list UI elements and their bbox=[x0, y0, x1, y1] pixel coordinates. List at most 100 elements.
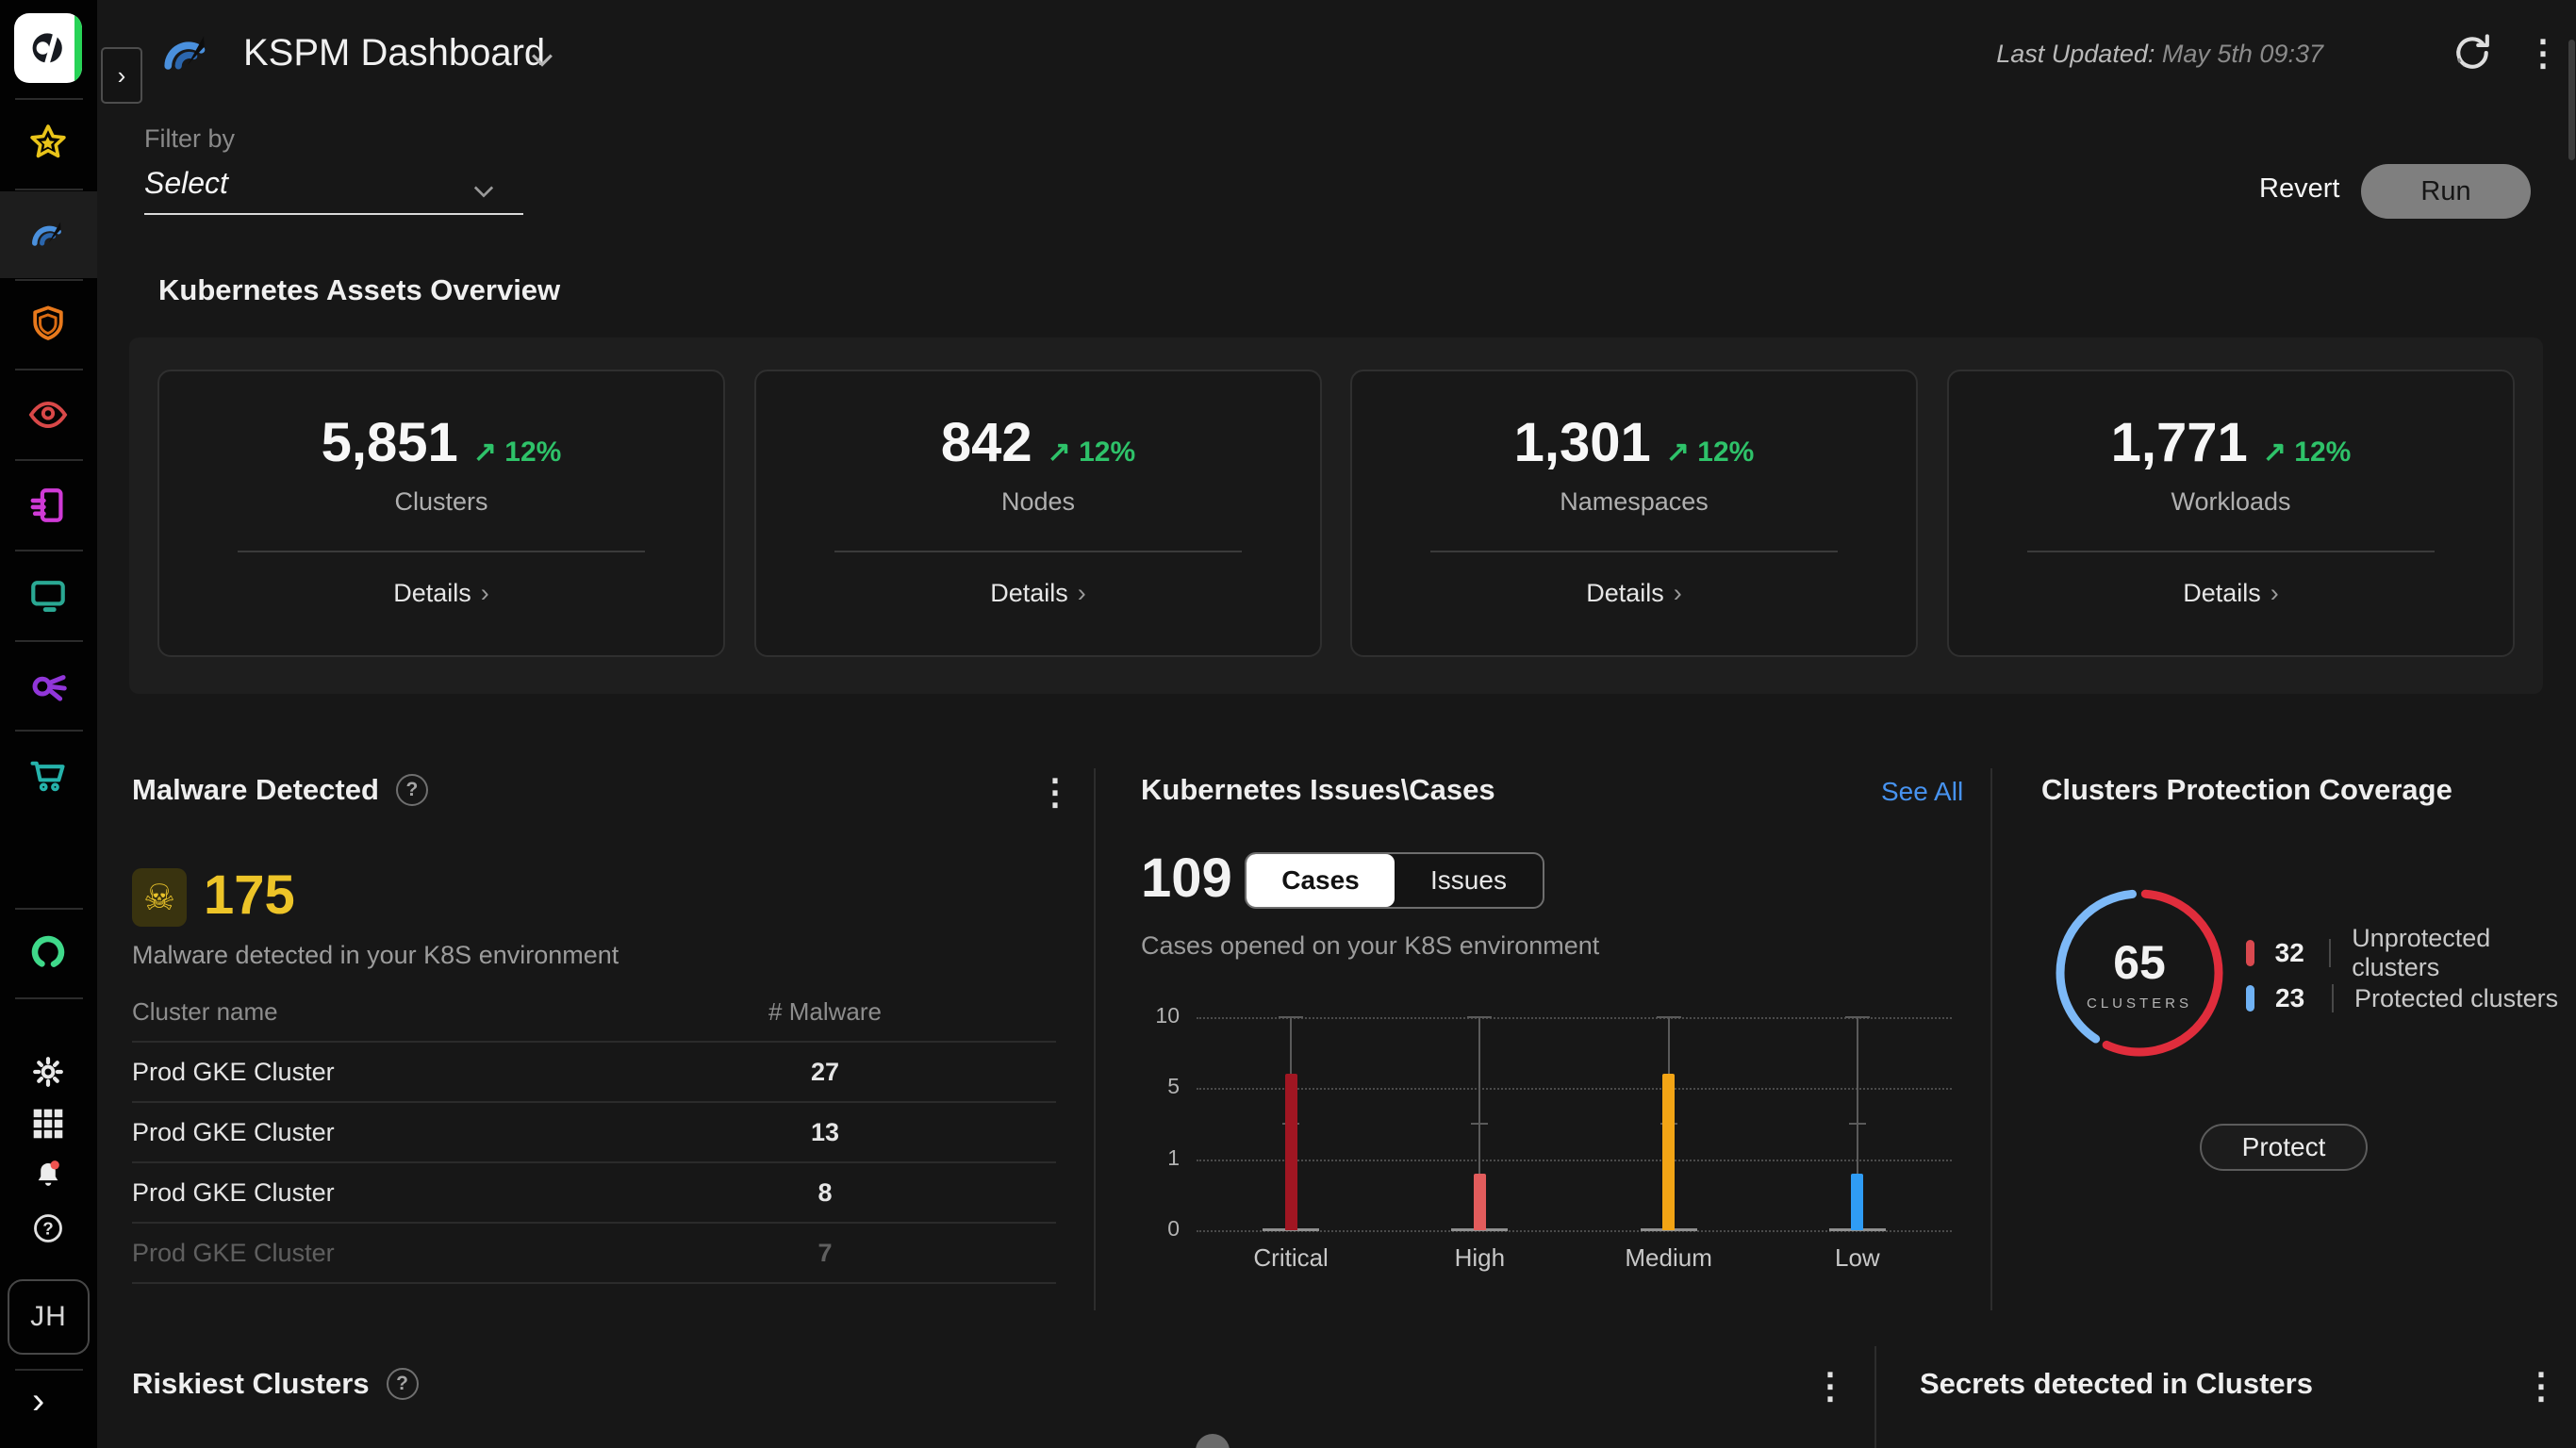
protect-button[interactable]: Protect bbox=[2200, 1124, 2368, 1171]
details-link[interactable]: Details › bbox=[2183, 579, 2279, 607]
malware-table: Cluster name # Malware Prod GKE Cluster 2… bbox=[132, 997, 1056, 1284]
malware-kebab-menu[interactable]: ⋮ bbox=[1037, 773, 1073, 813]
panel-divider bbox=[1874, 1346, 1876, 1448]
table-row[interactable]: Prod GKE Cluster 7 bbox=[132, 1224, 1056, 1282]
legend-value: 32 bbox=[2274, 938, 2304, 967]
column-cluster-name: Cluster name bbox=[132, 997, 278, 1026]
orca-ring-icon[interactable] bbox=[26, 930, 70, 974]
table-divider bbox=[132, 1282, 1056, 1284]
title-dropdown-chevron-icon[interactable] bbox=[530, 53, 554, 73]
asset-card-workloads[interactable]: 1,771 ↗ 12% Workloads Details › bbox=[1947, 370, 2515, 657]
chart-wcap bbox=[1656, 1016, 1681, 1018]
legend-marker-red bbox=[2246, 940, 2254, 966]
sidebar-divider bbox=[15, 997, 83, 999]
panel-expand-button[interactable]: › bbox=[101, 47, 142, 104]
tab-issues[interactable]: Issues bbox=[1395, 854, 1543, 907]
visibility-eye-icon[interactable] bbox=[26, 393, 70, 436]
apps-grid-icon[interactable] bbox=[31, 1107, 65, 1141]
details-link[interactable]: Details › bbox=[393, 579, 489, 607]
refresh-icon[interactable] bbox=[2448, 28, 2497, 82]
legend-label: Unprotected clusters bbox=[2352, 924, 2491, 981]
header-kebab-menu[interactable]: ⋮ bbox=[2525, 34, 2561, 74]
sidebar-divider bbox=[15, 98, 83, 100]
scrollbar-thumb[interactable] bbox=[2568, 40, 2575, 160]
skull-icon: ☠ bbox=[132, 868, 187, 927]
issues-panel-title: Kubernetes Issues\Cases bbox=[1141, 773, 1495, 806]
trend-up-icon: ↗ bbox=[1665, 436, 1690, 468]
table-row[interactable]: Prod GKE Cluster 13 bbox=[132, 1103, 1056, 1161]
table-divider bbox=[132, 1161, 1056, 1163]
asset-card-clusters[interactable]: 5,851 ↗ 12% Clusters Details › bbox=[157, 370, 725, 657]
last-updated-value: May 5th 09:37 bbox=[2161, 40, 2323, 68]
details-link[interactable]: Details › bbox=[990, 579, 1086, 607]
chart-wcap bbox=[1279, 1016, 1304, 1018]
orca-logo-icon bbox=[32, 29, 62, 67]
card-divider bbox=[2027, 551, 2435, 552]
chevron-right-icon: › bbox=[2270, 579, 2279, 607]
see-all-link[interactable]: See All bbox=[1881, 777, 1964, 806]
card-divider bbox=[834, 551, 1242, 552]
asset-value: 1,301 bbox=[1513, 412, 1651, 473]
help-icon[interactable]: ? bbox=[386, 1368, 419, 1400]
settings-gear-icon[interactable] bbox=[31, 1055, 65, 1089]
asset-label: Clusters bbox=[394, 487, 488, 516]
marketplace-cart-icon[interactable] bbox=[26, 753, 70, 797]
chart-wcap bbox=[1471, 1123, 1489, 1125]
panel-divider bbox=[1990, 768, 1992, 1310]
cluster-name: Prod GKE Cluster bbox=[132, 1177, 335, 1207]
table-divider bbox=[132, 1222, 1056, 1224]
run-button[interactable]: Run bbox=[2361, 164, 2531, 219]
malware-count-cell: 27 bbox=[810, 1057, 840, 1086]
revert-button[interactable]: Revert bbox=[2259, 173, 2340, 204]
filter-select-chevron-icon bbox=[472, 185, 495, 204]
tab-cases[interactable]: Cases bbox=[1247, 854, 1395, 907]
asset-delta: ↗ 12% bbox=[1047, 436, 1136, 468]
favorites-star-icon[interactable] bbox=[26, 122, 70, 165]
details-link[interactable]: Details › bbox=[1586, 579, 1682, 607]
asset-value: 5,851 bbox=[321, 412, 458, 473]
table-row[interactable]: Prod GKE Cluster 27 bbox=[132, 1043, 1056, 1101]
y-axis-tick: 10 bbox=[1155, 1003, 1180, 1028]
malware-description: Malware detected in your K8S environment bbox=[132, 941, 619, 969]
chevron-right-icon: › bbox=[1673, 579, 1682, 607]
logs-document-icon[interactable] bbox=[26, 484, 70, 527]
filter-by-label: Filter by bbox=[144, 124, 236, 153]
malware-panel-title: Malware Detected ? bbox=[132, 773, 428, 807]
kspm-dashboard-icon[interactable] bbox=[26, 212, 70, 255]
shield-security-icon[interactable] bbox=[26, 303, 70, 346]
trend-up-icon: ↗ bbox=[2262, 436, 2287, 468]
asset-value: 1,771 bbox=[2110, 412, 2248, 473]
chevron-right-icon: › bbox=[480, 579, 489, 607]
orca-logo[interactable] bbox=[14, 13, 82, 83]
cluster-name: Prod GKE Cluster bbox=[132, 1057, 335, 1086]
riskiest-kebab-menu[interactable]: ⋮ bbox=[1812, 1367, 1848, 1407]
filter-select-value: Select bbox=[144, 166, 228, 200]
secrets-kebab-menu[interactable]: ⋮ bbox=[2523, 1367, 2559, 1407]
cluster-name: Prod GKE Cluster bbox=[132, 1117, 335, 1146]
scroll-down-button[interactable] bbox=[1196, 1434, 1230, 1448]
notifications-bell-icon[interactable] bbox=[31, 1158, 65, 1192]
legend-value: 23 bbox=[2275, 983, 2305, 1012]
attack-path-crawler-icon[interactable] bbox=[26, 664, 70, 707]
user-avatar[interactable]: JH bbox=[8, 1279, 90, 1355]
asset-card-namespaces[interactable]: 1,301 ↗ 12% Namespaces Details › bbox=[1350, 370, 1918, 657]
assets-cards-strip: 5,851 ↗ 12% Clusters Details › 842 ↗ 12% … bbox=[129, 337, 2543, 694]
issues-description: Cases opened on your K8S environment bbox=[1141, 931, 1600, 960]
logo-green-stripe bbox=[74, 13, 82, 83]
filter-select[interactable]: Select bbox=[144, 166, 523, 215]
sidebar-divider bbox=[15, 1369, 83, 1371]
help-icon[interactable]: ? bbox=[395, 774, 428, 806]
table-row[interactable]: Prod GKE Cluster 8 bbox=[132, 1163, 1056, 1222]
asset-label: Workloads bbox=[2171, 487, 2291, 516]
malware-table-header: Cluster name # Malware bbox=[132, 997, 1056, 1041]
asset-card-nodes[interactable]: 842 ↗ 12% Nodes Details › bbox=[754, 370, 1322, 657]
page-title: KSPM Dashboard bbox=[243, 32, 546, 74]
cases-issues-toggle: Cases Issues bbox=[1245, 852, 1544, 909]
workloads-monitor-icon[interactable] bbox=[26, 574, 70, 617]
malware-count-cell: 13 bbox=[810, 1117, 840, 1146]
assets-overview-title: Kubernetes Assets Overview bbox=[158, 273, 561, 306]
sidebar-divider bbox=[15, 459, 83, 461]
help-icon[interactable]: ? bbox=[31, 1211, 65, 1245]
sidebar-expand-chevron-icon[interactable]: › bbox=[32, 1380, 45, 1422]
chart-wcap bbox=[1848, 1123, 1866, 1125]
